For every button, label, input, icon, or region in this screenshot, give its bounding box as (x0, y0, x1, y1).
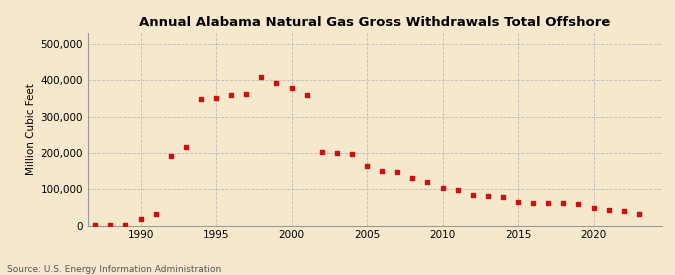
Point (120, 223, 131, 227)
Y-axis label: Million Cubic Feet: Million Cubic Feet (26, 83, 36, 175)
Point (452, 188, 463, 192)
Point (618, 209, 629, 213)
Point (483, 194, 493, 198)
Point (225, 93, 236, 97)
Point (301, 93, 312, 97)
Point (256, 75, 267, 79)
Point (346, 152, 357, 156)
Point (558, 201, 569, 205)
Point (135, 217, 146, 221)
Title: Annual Alabama Natural Gas Gross Withdrawals Total Offshore: Annual Alabama Natural Gas Gross Withdra… (139, 16, 610, 29)
Point (422, 180, 433, 184)
Point (633, 211, 644, 216)
Point (513, 200, 524, 204)
Point (180, 144, 191, 149)
Point (377, 169, 387, 174)
Point (271, 81, 282, 85)
Text: Source: U.S. Energy Information Administration: Source: U.S. Energy Information Administ… (7, 265, 221, 274)
Point (588, 206, 599, 210)
Point (151, 211, 161, 216)
Point (467, 193, 478, 197)
Point (165, 154, 176, 159)
Point (392, 170, 403, 174)
Point (497, 195, 508, 199)
Point (241, 92, 252, 96)
Point (286, 86, 297, 90)
Point (543, 201, 554, 205)
Point (105, 223, 116, 227)
Point (90, 223, 101, 227)
Point (407, 176, 418, 180)
Point (331, 151, 342, 155)
Point (196, 97, 207, 101)
Point (362, 164, 373, 169)
Point (437, 186, 448, 190)
Point (528, 200, 539, 205)
Point (317, 150, 327, 154)
Point (573, 202, 584, 206)
Point (211, 95, 221, 100)
Point (603, 207, 614, 212)
